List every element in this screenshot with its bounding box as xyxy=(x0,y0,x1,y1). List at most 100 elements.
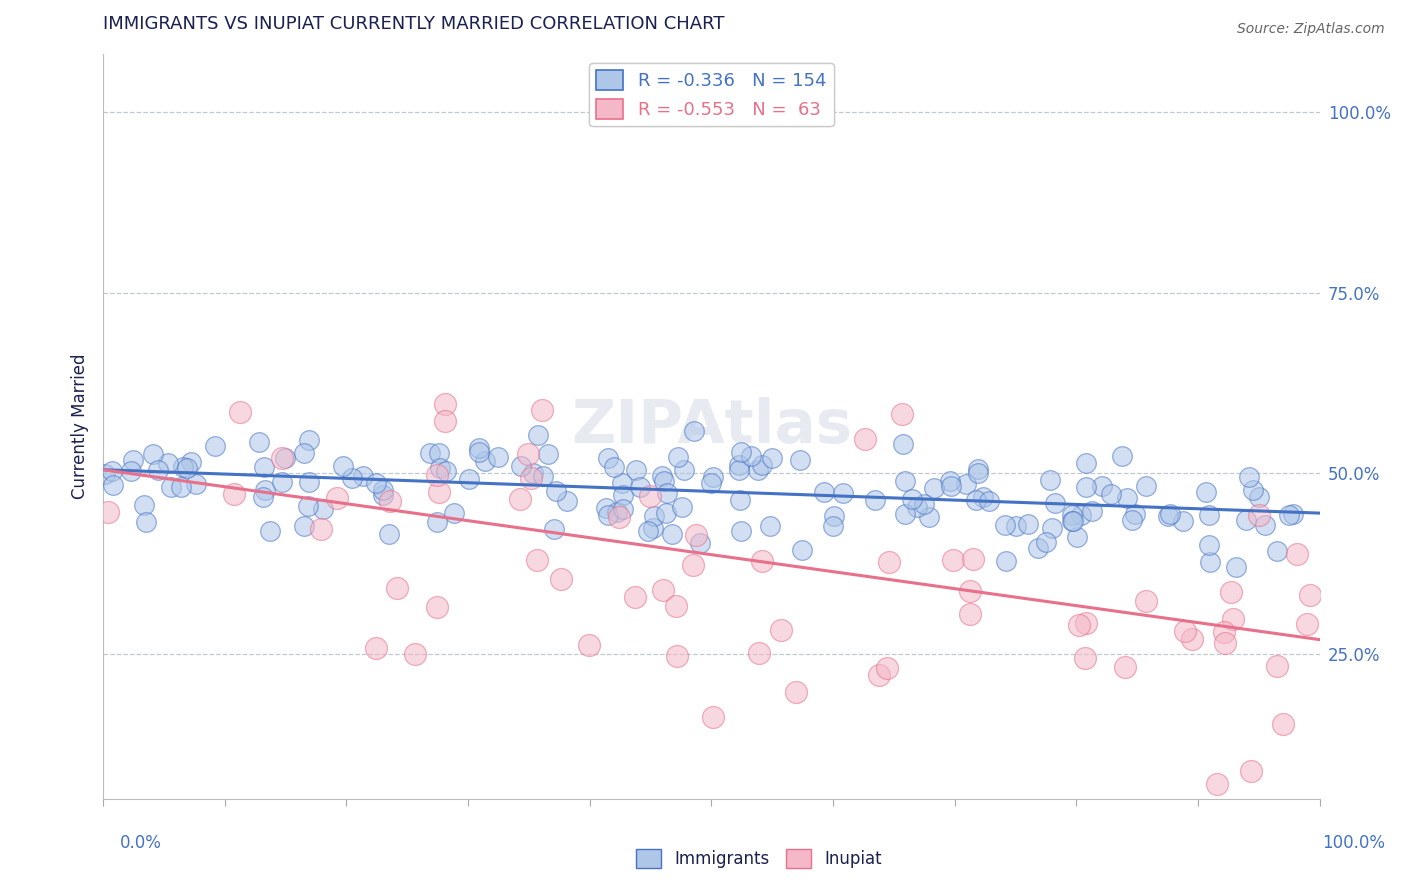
Y-axis label: Currently Married: Currently Married xyxy=(72,353,89,500)
Point xyxy=(254,483,277,498)
Point xyxy=(876,660,898,674)
Point xyxy=(1265,659,1288,673)
Point xyxy=(271,451,294,466)
Point xyxy=(326,491,349,505)
Point xyxy=(1296,617,1319,632)
Point xyxy=(531,469,554,483)
Point xyxy=(702,710,724,724)
Point xyxy=(457,471,479,485)
Point xyxy=(1205,777,1227,791)
Point xyxy=(1005,519,1028,533)
Point xyxy=(1174,624,1197,639)
Point xyxy=(543,522,565,536)
Point xyxy=(434,464,457,478)
Point xyxy=(1121,513,1143,527)
Point xyxy=(510,459,533,474)
Point xyxy=(730,524,752,538)
Point xyxy=(1074,650,1097,665)
Point xyxy=(655,486,678,500)
Point xyxy=(1099,487,1122,501)
Point xyxy=(655,506,678,520)
Point xyxy=(1157,509,1180,524)
Point xyxy=(517,447,540,461)
Point xyxy=(596,508,619,522)
Point xyxy=(1114,660,1136,674)
Point xyxy=(298,433,321,447)
Point xyxy=(434,414,457,428)
Point xyxy=(274,450,297,465)
Point xyxy=(965,492,987,507)
Point xyxy=(1070,508,1092,522)
Point xyxy=(651,468,673,483)
Point xyxy=(1213,625,1236,640)
Point xyxy=(1043,496,1066,510)
Point xyxy=(1198,508,1220,522)
Point xyxy=(1299,588,1322,602)
Point xyxy=(1062,514,1084,528)
Point xyxy=(959,584,981,599)
Point xyxy=(1135,594,1157,608)
Text: 0.0%: 0.0% xyxy=(120,834,162,852)
Point xyxy=(309,522,332,536)
Point xyxy=(1198,555,1220,569)
Point xyxy=(1222,612,1244,626)
Point xyxy=(228,405,250,419)
Point xyxy=(628,480,651,494)
Point xyxy=(967,462,990,476)
Point xyxy=(434,396,457,410)
Point xyxy=(955,477,977,491)
Point xyxy=(373,483,395,497)
Point xyxy=(135,516,157,530)
Point xyxy=(689,536,711,550)
Point xyxy=(626,463,648,477)
Point xyxy=(1039,473,1062,487)
Point xyxy=(427,485,450,500)
Point xyxy=(671,500,693,514)
Point xyxy=(595,500,617,515)
Point xyxy=(1240,764,1263,778)
Point xyxy=(101,478,124,492)
Point xyxy=(1282,508,1305,522)
Point xyxy=(292,446,315,460)
Point xyxy=(596,451,619,466)
Point xyxy=(184,477,207,491)
Point xyxy=(652,474,675,488)
Point xyxy=(612,502,634,516)
Point xyxy=(912,497,935,511)
Point xyxy=(1074,480,1097,494)
Point xyxy=(905,500,928,514)
Point xyxy=(751,554,773,568)
Point xyxy=(652,582,675,597)
Point xyxy=(1091,478,1114,492)
Point xyxy=(509,491,531,506)
Point xyxy=(939,478,962,492)
Point xyxy=(526,552,548,566)
Point xyxy=(132,498,155,512)
Point xyxy=(404,647,426,661)
Point xyxy=(1159,508,1181,522)
Point xyxy=(759,519,782,533)
Point xyxy=(222,487,245,501)
Point xyxy=(942,552,965,566)
Point xyxy=(728,493,751,508)
Point xyxy=(972,491,994,505)
Point xyxy=(373,488,395,502)
Point xyxy=(1171,514,1194,528)
Point xyxy=(146,463,169,477)
Point xyxy=(789,452,811,467)
Point xyxy=(643,521,665,535)
Point xyxy=(550,572,572,586)
Point xyxy=(253,460,276,475)
Point xyxy=(1040,521,1063,535)
Point xyxy=(467,445,489,459)
Point xyxy=(1254,518,1277,533)
Point xyxy=(683,424,706,438)
Point xyxy=(1181,632,1204,646)
Point xyxy=(891,407,914,421)
Point xyxy=(578,638,600,652)
Point xyxy=(378,494,401,508)
Point xyxy=(101,465,124,479)
Point xyxy=(661,527,683,541)
Point xyxy=(366,641,388,656)
Point xyxy=(176,460,198,475)
